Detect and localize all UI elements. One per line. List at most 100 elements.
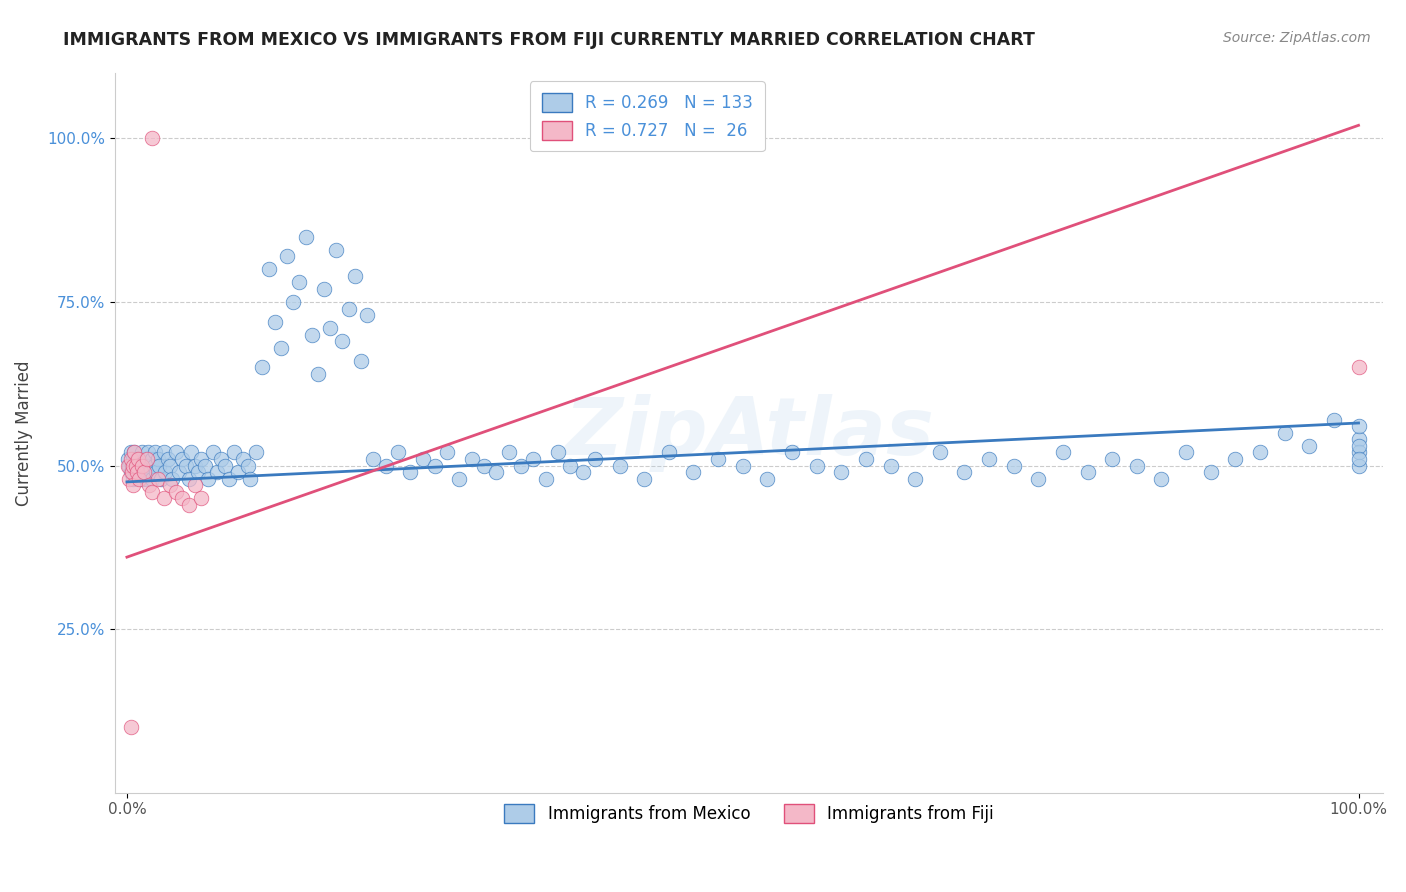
Point — [148, 458, 170, 473]
Point — [534, 472, 557, 486]
Point — [122, 472, 145, 486]
Point — [226, 465, 249, 479]
Point — [1026, 472, 1049, 486]
Point — [128, 452, 150, 467]
Point — [187, 465, 209, 479]
Point — [953, 465, 976, 479]
Point — [658, 445, 681, 459]
Point — [1347, 433, 1369, 447]
Point — [288, 276, 311, 290]
Point — [350, 354, 373, 368]
Point — [472, 458, 495, 473]
Point — [120, 445, 142, 459]
Point — [1199, 465, 1222, 479]
Point — [252, 360, 274, 375]
Point — [1126, 458, 1149, 473]
Point — [830, 465, 852, 479]
Point — [202, 445, 225, 459]
Point — [146, 472, 169, 486]
Point — [127, 458, 149, 473]
Point — [332, 334, 354, 349]
Point — [806, 458, 828, 473]
Point — [257, 262, 280, 277]
Point — [337, 301, 360, 316]
Point — [547, 445, 569, 459]
Point — [731, 458, 754, 473]
Point — [172, 491, 194, 506]
Point — [117, 452, 139, 467]
Point — [162, 472, 184, 486]
Point — [218, 472, 240, 486]
Point — [122, 458, 145, 473]
Point — [193, 458, 215, 473]
Point — [583, 452, 606, 467]
Point — [153, 491, 176, 506]
Point — [138, 458, 160, 473]
Point — [270, 341, 292, 355]
Point — [1347, 445, 1369, 459]
Point — [120, 452, 142, 467]
Point — [461, 452, 484, 467]
Point — [1274, 425, 1296, 440]
Point — [125, 465, 148, 479]
Point — [136, 445, 159, 459]
Point — [153, 445, 176, 459]
Y-axis label: Currently Married: Currently Married — [15, 360, 32, 506]
Point — [239, 472, 262, 486]
Point — [165, 445, 187, 459]
Point — [124, 445, 146, 459]
Point — [928, 445, 950, 459]
Point — [1347, 439, 1369, 453]
Point — [190, 491, 212, 506]
Point — [118, 472, 141, 486]
Point — [134, 465, 156, 479]
Point — [124, 445, 146, 459]
Point — [1347, 452, 1369, 467]
Point — [156, 452, 179, 467]
Point — [343, 268, 366, 283]
Point — [131, 445, 153, 459]
Point — [1052, 445, 1074, 459]
Point — [245, 445, 267, 459]
Point — [1002, 458, 1025, 473]
Point — [1323, 413, 1346, 427]
Point — [1249, 445, 1271, 459]
Point — [236, 458, 259, 473]
Point — [294, 229, 316, 244]
Point — [232, 452, 254, 467]
Point — [141, 131, 163, 145]
Point — [146, 452, 169, 467]
Point — [205, 465, 228, 479]
Point — [167, 465, 190, 479]
Point — [682, 465, 704, 479]
Point — [141, 452, 163, 467]
Point — [904, 472, 927, 486]
Point — [177, 472, 200, 486]
Point — [121, 458, 143, 473]
Point — [190, 452, 212, 467]
Point — [361, 452, 384, 467]
Point — [165, 484, 187, 499]
Point — [128, 458, 150, 473]
Point — [131, 472, 153, 486]
Point — [197, 472, 219, 486]
Point — [560, 458, 582, 473]
Point — [153, 465, 176, 479]
Point — [387, 445, 409, 459]
Point — [143, 445, 166, 459]
Point — [1347, 360, 1369, 375]
Point — [180, 445, 202, 459]
Point — [209, 452, 232, 467]
Point — [436, 445, 458, 459]
Point — [423, 458, 446, 473]
Point — [141, 472, 163, 486]
Point — [879, 458, 901, 473]
Point — [134, 452, 156, 467]
Point — [707, 452, 730, 467]
Point — [120, 720, 142, 734]
Point — [141, 484, 163, 499]
Point — [122, 452, 145, 467]
Point — [307, 367, 329, 381]
Point — [1101, 452, 1123, 467]
Point — [412, 452, 434, 467]
